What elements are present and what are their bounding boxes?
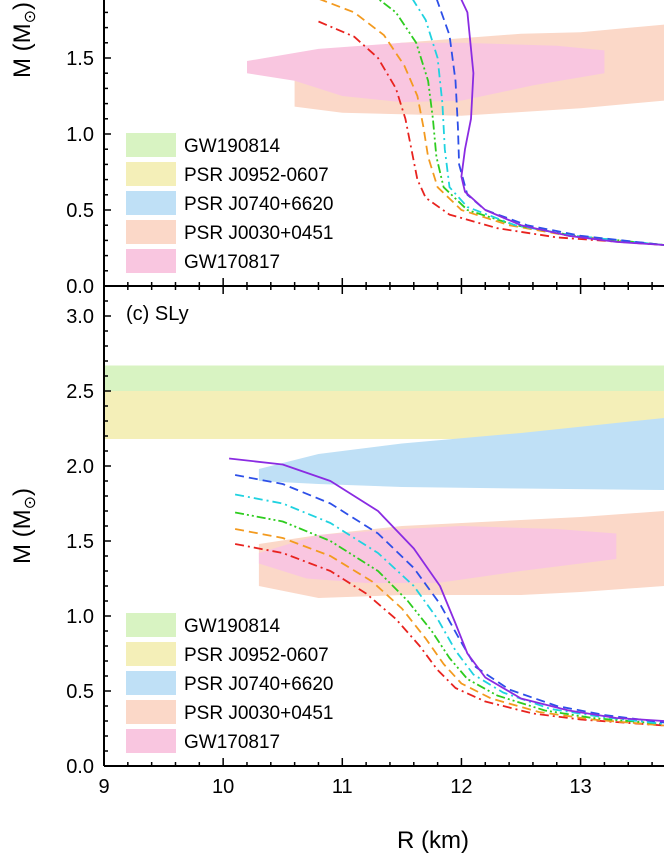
legend-label-gw170817: GW170817 [184,252,280,273]
legend-swatch-gw170817 [126,249,176,273]
band-gw190814 [104,365,664,391]
curve-green [378,0,664,246]
legend-swatch-gw170817 [126,729,176,753]
legend-label-psr-j0740-6620: PSR J0740+6620 [184,674,333,695]
band-psr-j0952-0607 [104,391,664,439]
legend-label-psr-j0740-6620: PSR J0740+6620 [184,194,333,215]
legend-swatch-psr-j0030-0451 [126,700,176,724]
x-axis-label: R (km) [397,827,469,854]
curve-blue [234,474,664,724]
curve-green [234,511,664,725]
curve-purple [228,457,664,722]
legend-label-gw190814: GW190814 [184,136,281,157]
y-tick-label: 1.0 [66,124,94,146]
band-gw170817 [258,526,617,583]
legend-label-gw170817: GW170817 [184,732,280,753]
band-psr-j0740-6620 [258,418,664,490]
curve-red [234,543,664,727]
y-tick-label: 3.0 [66,306,94,328]
y-tick-label: 0.5 [66,200,94,222]
x-tick-label: 10 [212,776,234,798]
y-tick-label: 2.0 [66,456,94,478]
legend-swatch-psr-j0740-6620 [126,671,176,695]
curve-layer [228,457,664,727]
band-layer [247,24,664,116]
x-tick-label: 11 [332,776,353,798]
legend: GW190814 PSR J0952-0607 PSR J0740+6620 PSR … [126,613,333,753]
y-tick-label: 2.5 [66,381,94,403]
y-tick-label: 1.5 [66,531,94,553]
legend-swatch-psr-j0952-0607 [126,162,176,186]
legend-swatch-gw190814 [126,133,176,157]
x-tick-label: 9 [98,776,109,798]
curve-cyan [234,493,664,725]
x-tick-label: 13 [569,776,591,798]
y-tick-label: 0.0 [66,756,94,778]
y-tick-label: 0.0 [66,276,94,298]
x-tick-label: 12 [450,776,472,798]
y-tick-label: 1.0 [66,606,94,628]
curve-purple [460,0,664,246]
panel-top: 0.0 0.5 1.0 1.5 M (M⊙) GW190814 PSR J0952-060… [9,0,664,298]
curve-orange [234,528,664,727]
legend-label-gw190814: GW190814 [184,616,281,637]
band-layer [104,365,664,598]
legend-label-psr-j0030-0451: PSR J0030+0451 [184,703,333,724]
y-tick-label: 1.5 [66,48,94,70]
y-axis-label: M (M⊙) [9,2,39,78]
y-axis-label: M (M⊙) [9,488,39,564]
y-tick-label: 0.5 [66,681,94,703]
curve-red [318,20,664,246]
legend: GW190814 PSR J0952-0607 PSR J0740+6620 PSR … [126,133,333,273]
legend-swatch-psr-j0030-0451 [126,220,176,244]
curve-cyan [412,0,664,246]
axes-layer: 0.0 0.5 1.0 1.5 2.0 2.5 3.0 9 10 11 12 13 R (km) M (M… [9,285,664,854]
legend-swatch-gw190814 [126,613,176,637]
curve-layer [318,0,664,246]
legend-swatch-psr-j0740-6620 [126,191,176,215]
panel-bottom: 0.0 0.5 1.0 1.5 2.0 2.5 3.0 9 10 11 12 13 R (km) M (M… [9,285,664,854]
curve-blue [436,0,664,246]
legend-label-psr-j0952-0607: PSR J0952-0607 [184,645,329,666]
panel-label: (c) SLy [126,303,189,325]
legend-swatch-psr-j0952-0607 [126,642,176,666]
legend-label-psr-j0030-0451: PSR J0030+0451 [184,223,333,244]
legend-label-psr-j0952-0607: PSR J0952-0607 [184,165,329,186]
